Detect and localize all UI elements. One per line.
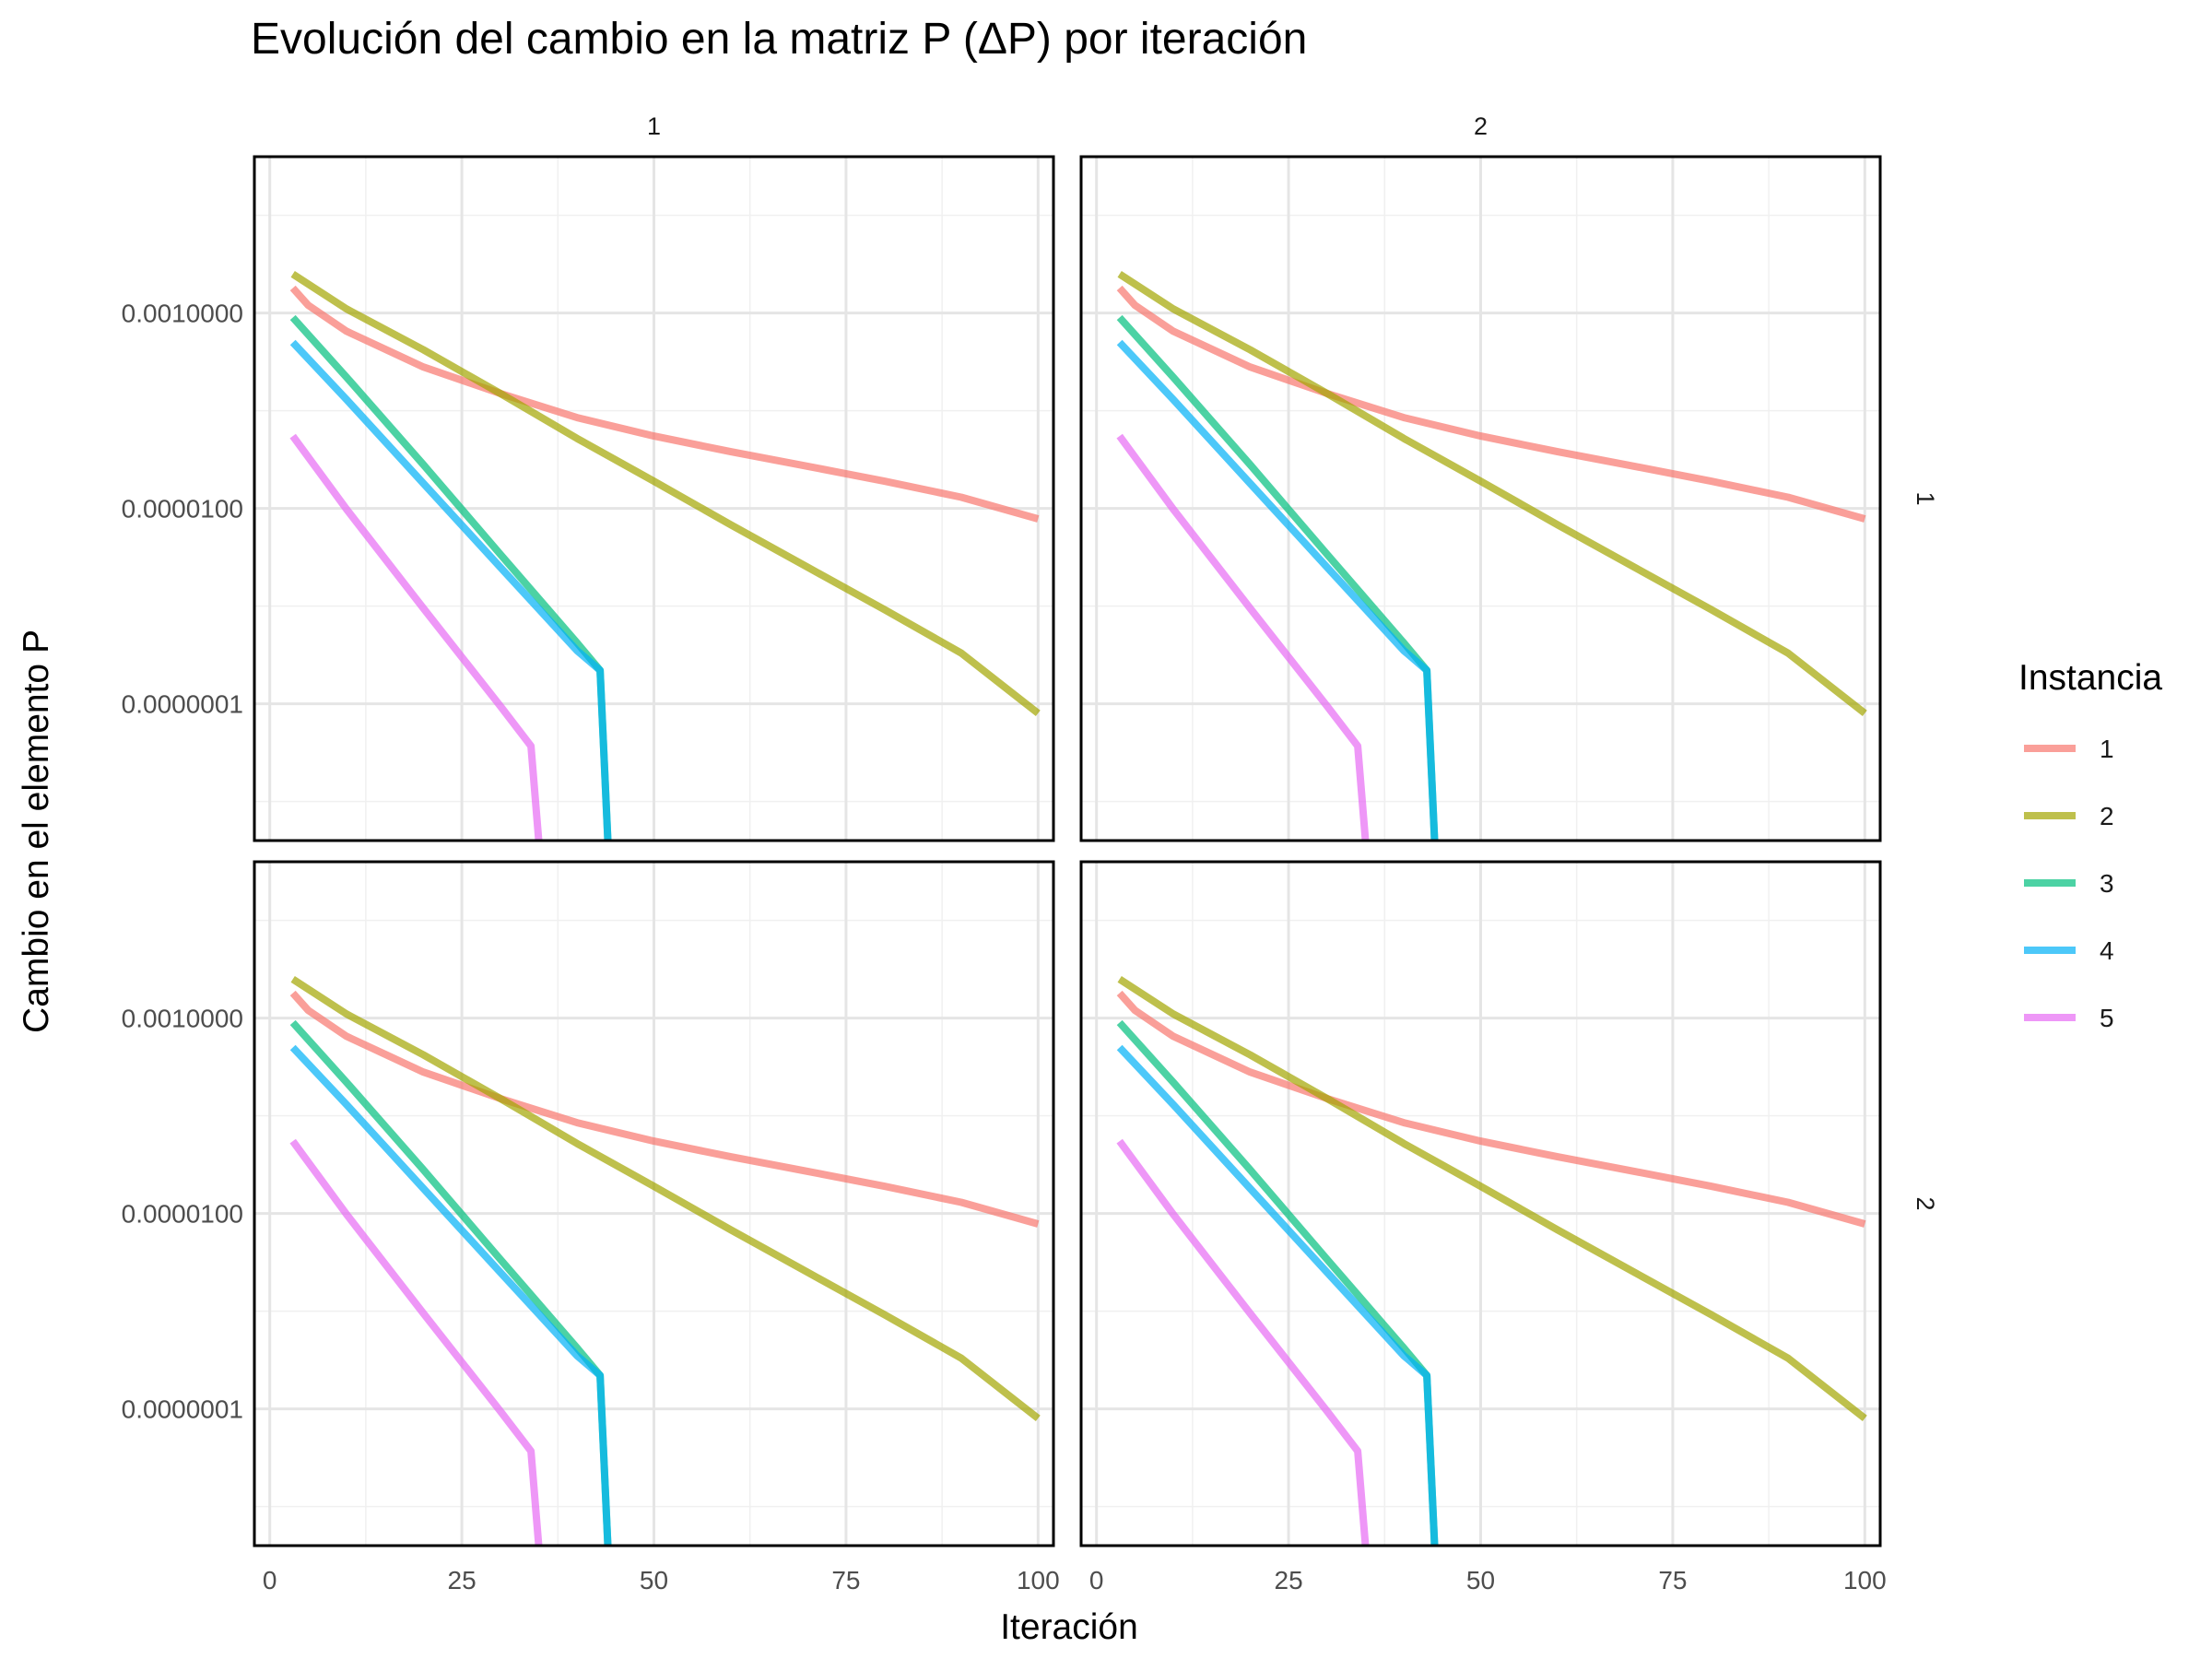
- series-line-4: [289, 1044, 612, 1546]
- legend-item-5: 5: [2024, 1004, 2114, 1032]
- legend-item-4: 4: [2024, 936, 2114, 965]
- panel-border: [1079, 860, 1882, 1547]
- series-line-4: [289, 339, 612, 841]
- facet-panels: 10.00100000.00001000.0000001210.00100000…: [122, 112, 1939, 1594]
- legend-item-1: 1: [2024, 735, 2114, 763]
- y-tick-label: 0.0000001: [122, 1395, 243, 1424]
- x-tick-label: 75: [1658, 1566, 1687, 1594]
- panel-border: [1079, 155, 1882, 842]
- facet-column-strip: 1: [647, 112, 661, 140]
- panel-2-2: 2 0 25 50 75 100: [1079, 860, 1939, 1594]
- x-tick-label: 100: [1843, 1566, 1887, 1594]
- facet-row-strip: 1: [1912, 491, 1939, 505]
- series-lines: [289, 271, 1041, 841]
- panel-2-1: 0.0010000 0.0000100 0.0000001 0 25 50 75 100: [122, 860, 1060, 1594]
- series-line-2: [1117, 976, 1867, 1422]
- x-tick-label: 75: [831, 1566, 860, 1594]
- legend-label-5: 5: [2100, 1004, 2114, 1032]
- legend-label-4: 4: [2100, 936, 2114, 965]
- y-axis-label: Cambio en el elemento P: [17, 629, 56, 1033]
- series-line-4: [1116, 339, 1439, 841]
- x-tick-label: 25: [448, 1566, 477, 1594]
- legend-label-3: 3: [2100, 869, 2114, 898]
- facet-row-strip: 2: [1912, 1196, 1939, 1210]
- series-line-2: [1117, 271, 1867, 717]
- series-line-1: [1116, 285, 1866, 523]
- x-tick-label: 0: [1089, 1566, 1104, 1594]
- series-line-1: [289, 285, 1040, 523]
- legend-title: Instancia: [2018, 658, 2162, 698]
- y-tick-label: 0.0010000: [122, 1005, 243, 1033]
- y-tick-label: 0.0000100: [122, 1200, 243, 1229]
- legend-item-3: 3: [2024, 869, 2114, 898]
- y-tick-label: 0.0010000: [122, 300, 243, 328]
- panel-border: [253, 155, 1055, 842]
- series-line-4: [1116, 1044, 1439, 1546]
- series-line-1: [289, 990, 1040, 1228]
- legend-label-1: 1: [2100, 735, 2114, 763]
- x-tick-label: 50: [640, 1566, 668, 1594]
- series-line-5: [1116, 1138, 1370, 1546]
- series-line-5: [289, 1138, 543, 1546]
- series-lines: [1116, 271, 1867, 841]
- y-tick-label: 0.0000100: [122, 495, 243, 524]
- legend-item-2: 2: [2024, 802, 2114, 830]
- legend-label-2: 2: [2100, 802, 2114, 830]
- x-tick-label: 0: [263, 1566, 277, 1594]
- y-tick-label: 0.0000001: [122, 690, 243, 719]
- panel-1-2: 21: [1079, 112, 1939, 842]
- panel-border: [253, 860, 1055, 1547]
- panel-1-1: 1 0.0010000 0.0000100 0.0000001: [122, 112, 1055, 842]
- series-line-5: [289, 433, 543, 841]
- x-axis-label: Iteración: [1000, 1607, 1138, 1647]
- x-tick-label: 25: [1275, 1566, 1303, 1594]
- x-tick-label: 50: [1466, 1566, 1495, 1594]
- series-line-2: [290, 976, 1041, 1422]
- series-line-2: [290, 271, 1041, 717]
- series-line-1: [1116, 990, 1866, 1228]
- series-line-5: [1116, 433, 1370, 841]
- facet-column-strip: 2: [1474, 112, 1488, 140]
- chart-title: Evolución del cambio en la matriz P (ΔP)…: [251, 15, 1307, 64]
- series-lines: [1116, 976, 1867, 1546]
- legend: Instancia 1 2 3 4 5: [2018, 658, 2162, 1032]
- series-lines: [289, 976, 1041, 1546]
- x-tick-label: 100: [1017, 1566, 1060, 1594]
